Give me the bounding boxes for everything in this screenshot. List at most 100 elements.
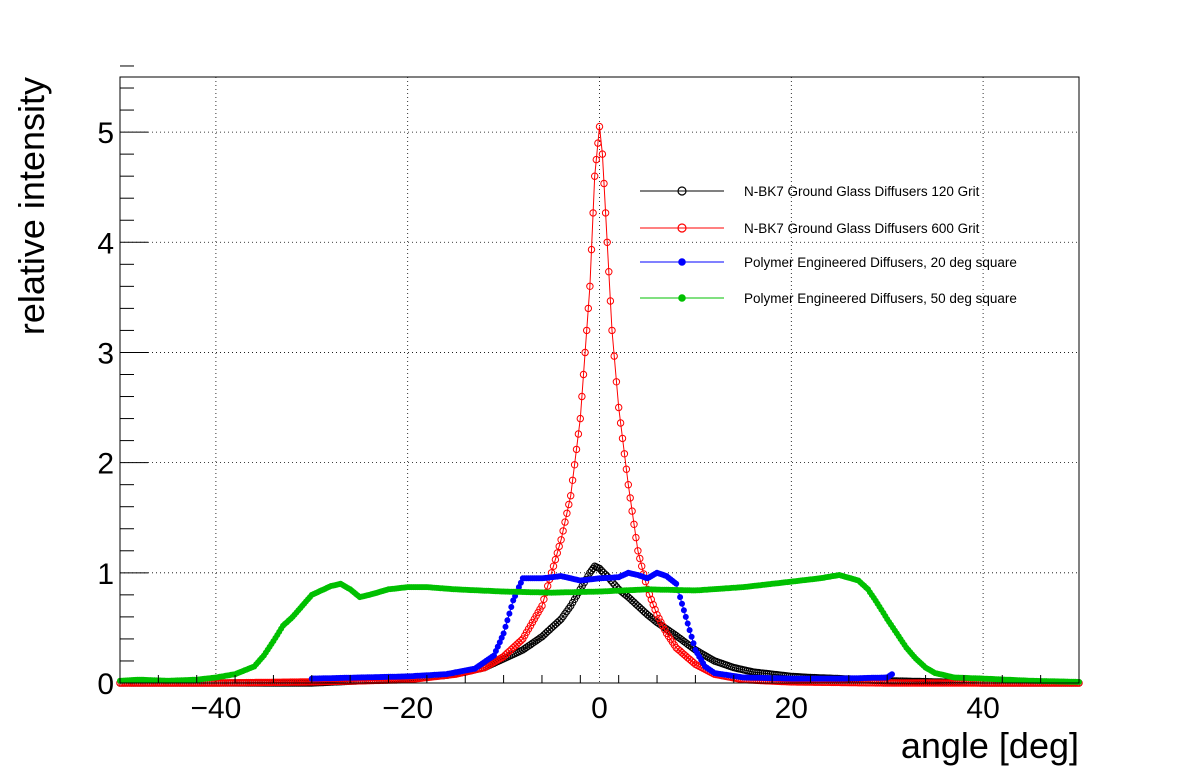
data-point [555,542,563,551]
y-tick-label: 3 [97,337,114,370]
data-point [682,613,689,620]
data-point [684,620,691,627]
data-point [304,678,312,686]
legend-marker [677,186,687,196]
data-point [655,614,663,623]
data-point [597,566,606,575]
data-point [281,678,289,686]
data-point [606,297,615,305]
data-point [616,419,625,427]
data-point [630,520,638,528]
data-point [540,595,548,603]
data-point [659,622,667,630]
data-point [620,450,629,458]
data-point [688,633,695,640]
data-point [600,179,608,188]
data-point [502,623,509,630]
data-point [544,582,552,590]
data-point [570,461,579,469]
data-point [638,562,646,570]
data-point [500,630,507,637]
data-point [579,370,588,379]
data-point [576,414,584,423]
legend-label: N-BK7 Ground Glass Diffusers 120 Grit [744,184,980,199]
data-point [530,638,538,646]
series-line [120,126,1079,684]
data-point [595,122,604,131]
data-point [578,392,586,401]
data-point [572,445,581,454]
data-point [279,678,287,686]
data-point [506,610,513,617]
y-tick-label: 1 [97,558,114,591]
legend-label: N-BK7 Ground Glass Diffusers 600 Grit [744,221,980,236]
data-point [559,527,567,535]
data-point [603,238,611,247]
data-point [705,654,713,662]
data-point [653,611,661,619]
data-point [653,618,661,627]
data-point [496,655,504,663]
data-point [273,678,281,686]
data-point [632,533,640,542]
data-point [601,209,610,217]
data-point [287,678,295,686]
data-point [586,282,594,290]
data-point [519,646,527,654]
data-point [889,671,895,678]
data-point [636,554,644,563]
data-point [634,547,642,555]
data-point [521,644,529,653]
data-point [296,678,304,686]
data-point [651,605,659,614]
data-point [300,678,308,686]
data-point [679,600,685,607]
x-tick-label: −20 [382,692,433,725]
data-point [615,403,623,412]
data-point [528,639,537,647]
data-point [618,434,627,443]
y-axis-title: relative intensity [11,77,52,335]
data-point [624,481,632,489]
data-point [265,678,274,687]
data-point [657,618,665,626]
x-axis-title: angle [deg] [901,725,1079,766]
data-point [288,678,297,686]
data-point [608,326,616,335]
y-tick-label: 2 [97,448,114,481]
data-point [677,594,684,601]
data-point [553,549,561,557]
data-point [605,268,613,276]
data-point [591,172,599,180]
data-point [595,564,604,573]
data-point [275,678,283,686]
y-tick-label: 5 [97,117,114,150]
data-point [673,580,680,587]
data-point [703,652,711,661]
x-tick-label: 0 [591,692,608,725]
data-point [686,627,693,634]
data-point [508,604,515,610]
x-tick-label: 40 [966,692,999,725]
data-point [557,536,565,544]
data-point [522,643,531,651]
data-point [568,476,577,484]
data-point [584,304,592,313]
data-point [622,465,631,473]
data-point [517,637,525,645]
data-point [561,518,569,526]
data-point [260,678,268,687]
data-point [264,678,272,687]
data-point [610,352,618,360]
data-point [680,607,687,614]
data-point [567,492,575,500]
data-point [538,602,546,610]
data-point [649,600,657,609]
data-point [594,139,602,147]
data-point [628,507,636,515]
data-point [598,150,607,158]
data-point [563,509,571,517]
series-3 [308,569,895,682]
y-tick-label: 4 [97,227,114,260]
